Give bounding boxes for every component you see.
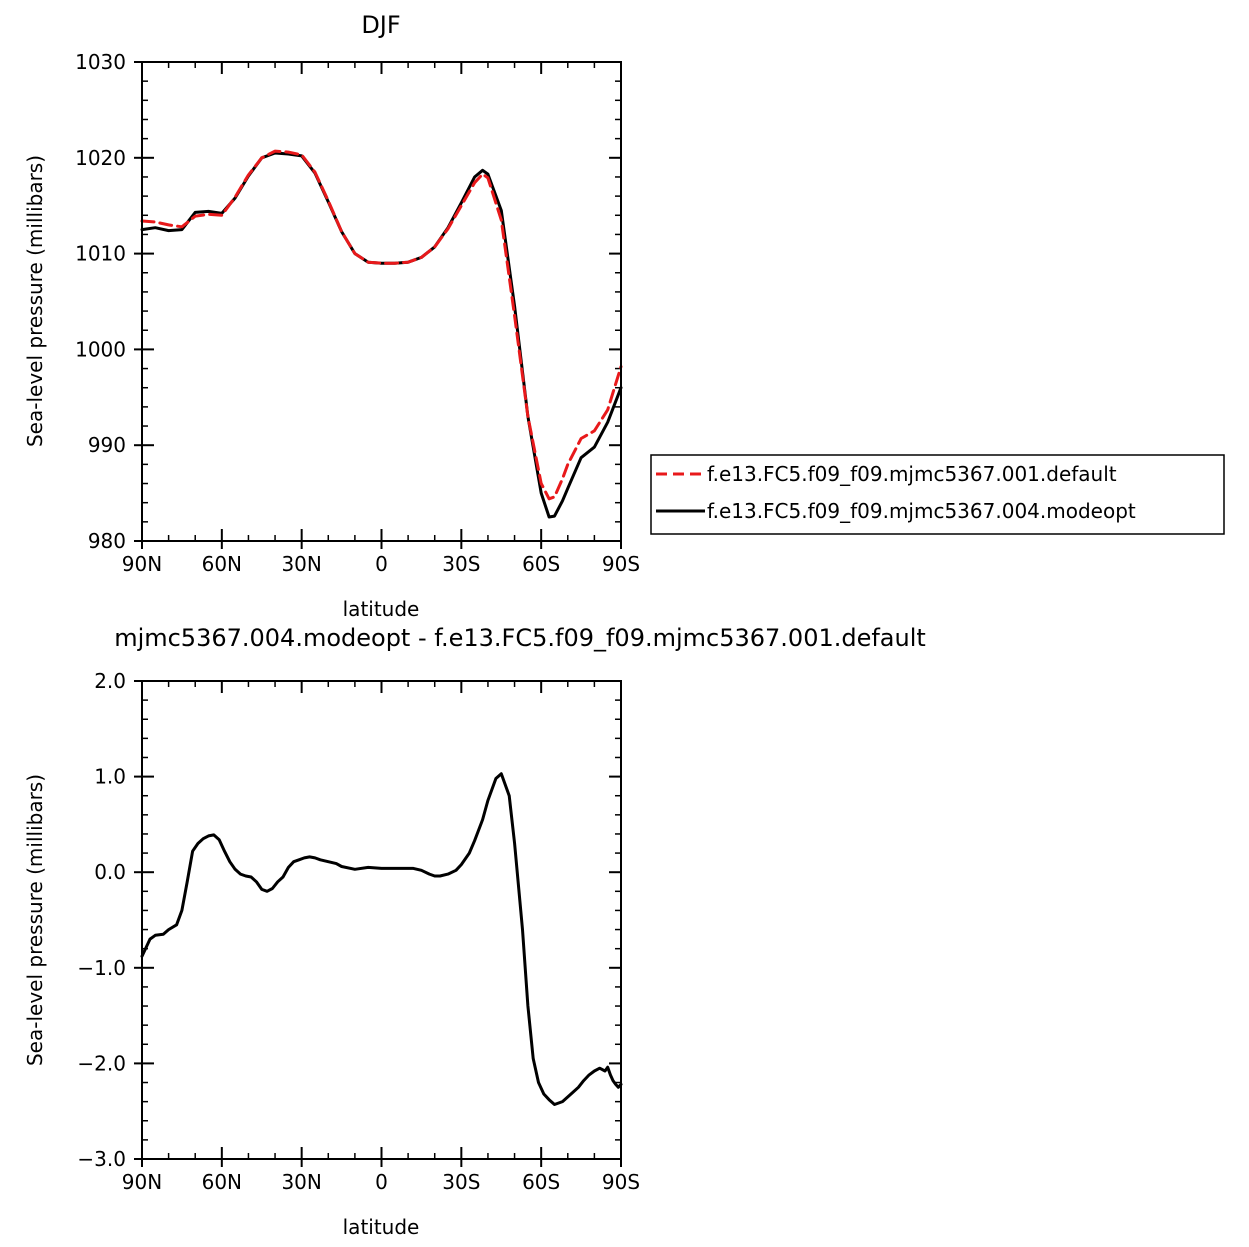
top-xtick-label: 90N [122, 552, 162, 576]
bottom-chart-title: mjmc5367.004.modeopt - f.e13.FC5.f09_f09… [114, 624, 926, 652]
top-series-line-0 [140, 151, 623, 519]
top-plot-frame [141, 61, 622, 542]
bottom-xtick-label: 0 [375, 1170, 388, 1194]
top-chart-title: DJF [361, 11, 400, 39]
bottom-ytick-label: 0.0 [94, 860, 126, 884]
bottom-ytick-label: −1.0 [77, 956, 126, 980]
top-chart-xlabel: latitude [343, 597, 420, 621]
bottom-xtick-label: 30S [442, 1170, 480, 1194]
top-xtick-label: 60S [522, 552, 560, 576]
top-ytick-label: 980 [88, 529, 126, 553]
bottom-chart-series [140, 772, 623, 1106]
top-chart-series [140, 149, 623, 519]
bottom-ytick-label: −3.0 [77, 1147, 126, 1171]
bottom-xtick-label: 90N [122, 1170, 162, 1194]
top-ytick-label: 1020 [75, 146, 126, 170]
top-series-line-1 [140, 149, 623, 501]
top-xtick-label: 90S [602, 552, 640, 576]
top-xtick-label: 30S [442, 552, 480, 576]
bottom-xtick-label: 60N [202, 1170, 242, 1194]
top-ytick-label: 1030 [75, 50, 126, 74]
top-ytick-label: 990 [88, 433, 126, 457]
bottom-ytick-label: −2.0 [77, 1051, 126, 1075]
legend-box [650, 454, 1225, 535]
top-chart-ylabel: Sea-level pressure (millibars) [23, 155, 47, 447]
bottom-chart-ticks: −3.0 −2.0 −1.0 0.0 1.0 2.0 90N 60N 30N 0 30S 60S 90S [77, 669, 640, 1194]
top-ytick-label: 1000 [75, 337, 126, 361]
bottom-series-line-0 [140, 772, 623, 1106]
top-chart: DJF 980 990 1000 1010 1020 1030 90N 60N 30N 0 30S 6… [23, 11, 1225, 621]
bottom-chart-xlabel: latitude [343, 1215, 420, 1239]
bottom-xtick-label: 90S [602, 1170, 640, 1194]
bottom-xtick-label: 30N [281, 1170, 321, 1194]
bottom-chart: mjmc5367.004.modeopt - f.e13.FC5.f09_f09… [23, 624, 926, 1239]
top-chart-ticks: 980 990 1000 1010 1020 1030 90N 60N 30N 0 30S 60S 90… [75, 50, 640, 576]
top-xtick-label: 0 [375, 552, 388, 576]
legend-label-modeopt: f.e13.FC5.f09_f09.mjmc5367.004.modeopt [707, 499, 1136, 523]
bottom-xtick-label: 60S [522, 1170, 560, 1194]
top-xtick-label: 60N [202, 552, 242, 576]
bottom-ytick-label: 2.0 [94, 669, 126, 693]
bottom-plot-frame [141, 680, 622, 1160]
top-ytick-label: 1010 [75, 242, 126, 266]
legend-label-default: f.e13.FC5.f09_f09.mjmc5367.001.default [707, 462, 1117, 486]
bottom-chart-ylabel: Sea-level pressure (millibars) [23, 774, 47, 1066]
legend: f.e13.FC5.f09_f09.mjmc5367.001.default f… [650, 454, 1225, 535]
top-xtick-label: 30N [281, 552, 321, 576]
bottom-ytick-label: 1.0 [94, 765, 126, 789]
